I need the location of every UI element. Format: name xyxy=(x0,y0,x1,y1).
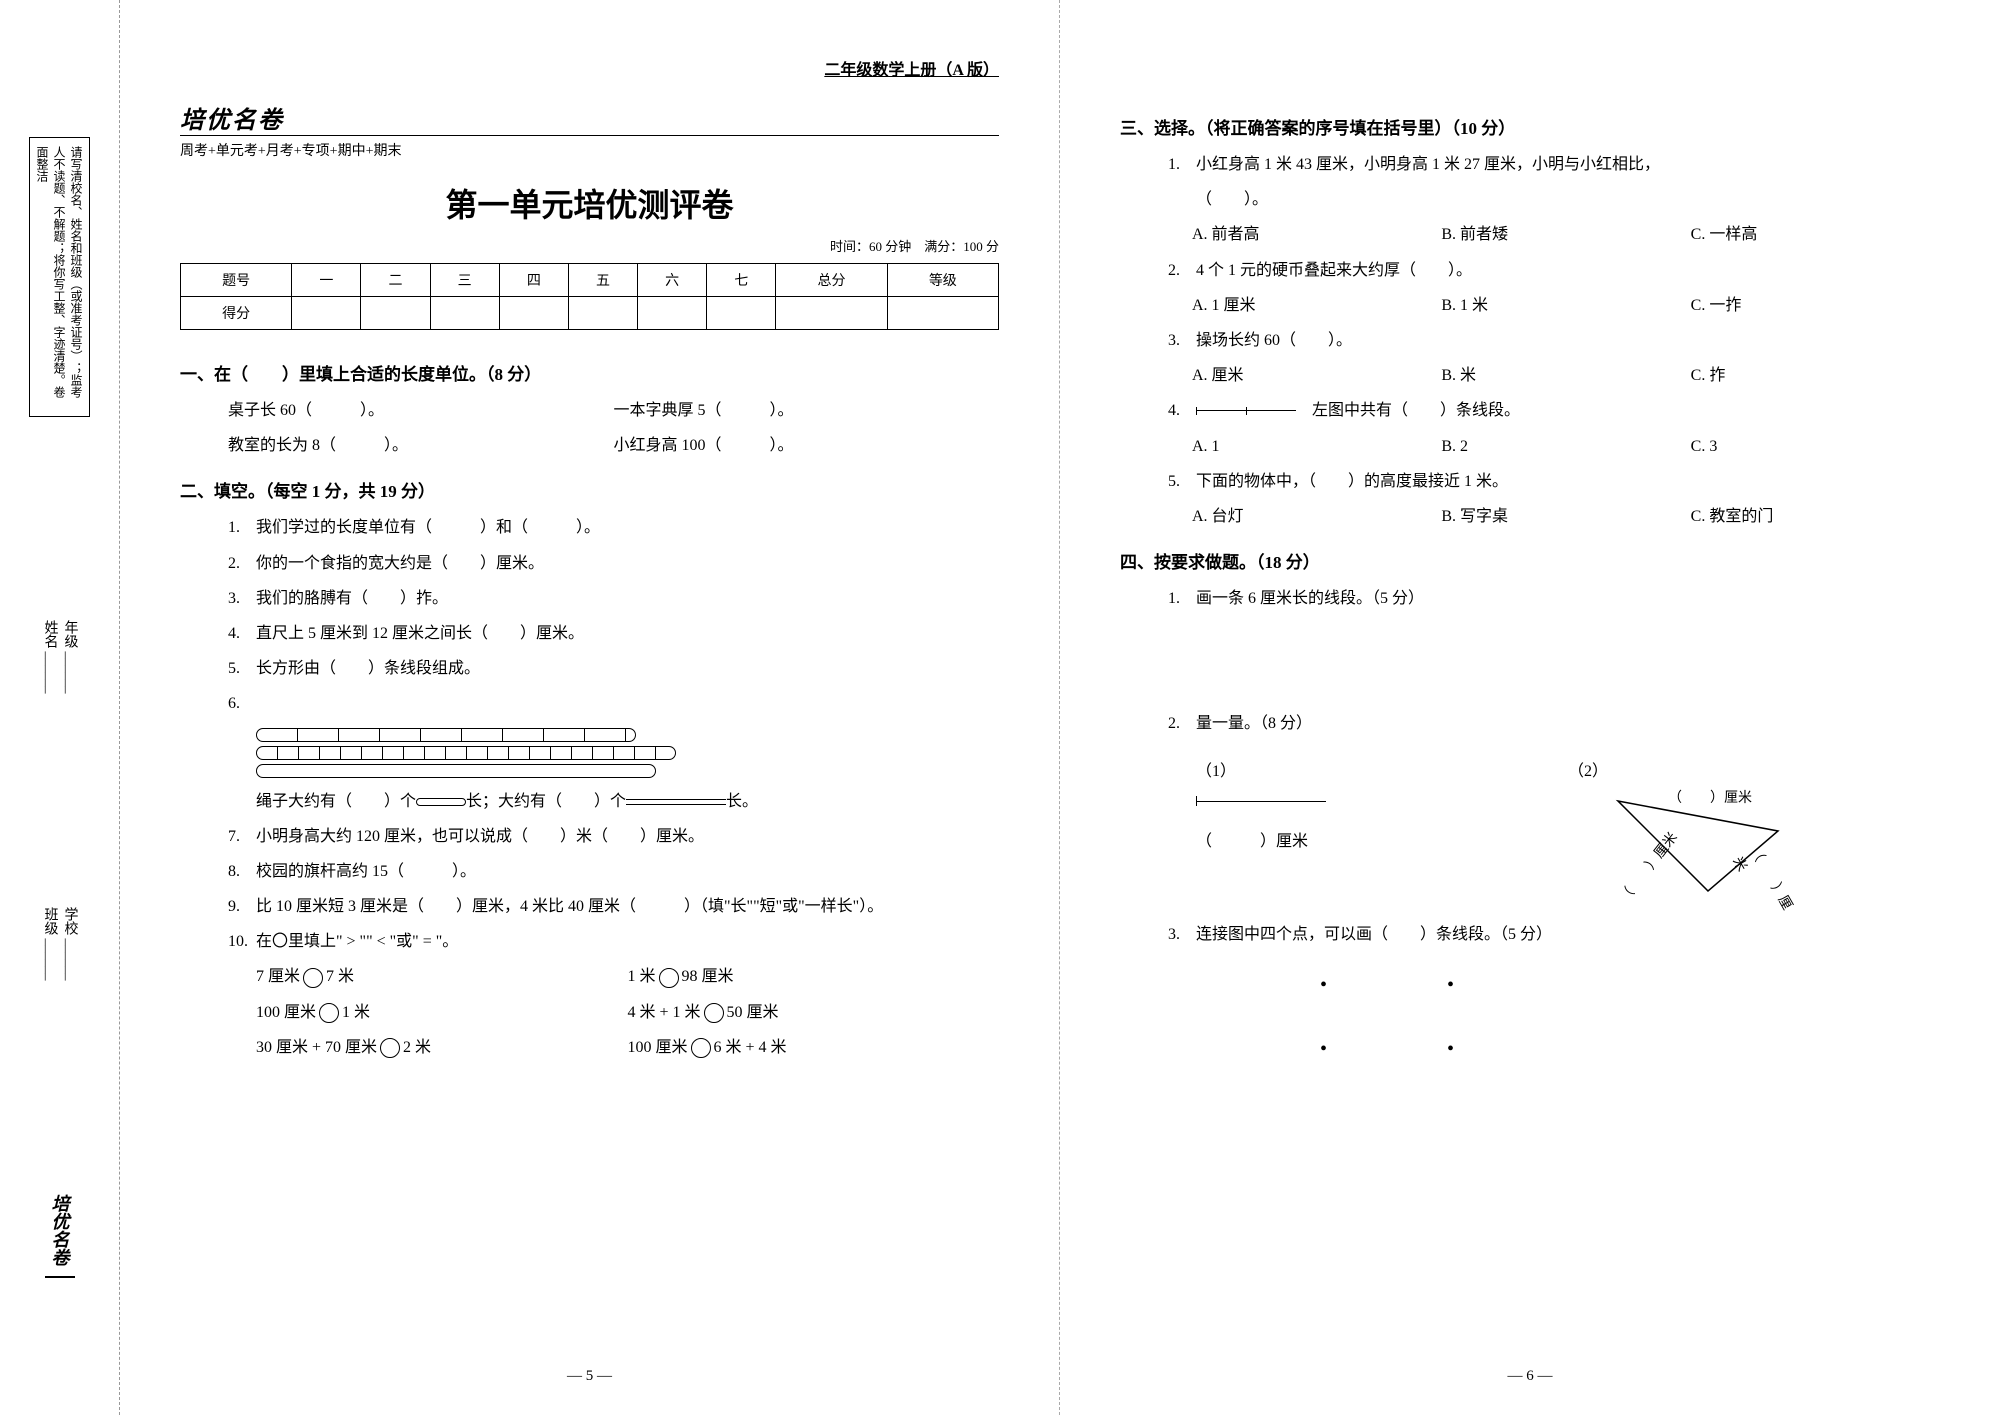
exam-notice-box: 请写清校名、姓名和班级（或准考证号）；监考人不读题、不解题；将你写工整、字迹清楚… xyxy=(29,137,90,417)
exam-title: 第一单元培优测评卷 xyxy=(180,180,999,226)
q3-1: 1.小红身高 1 米 43 厘米，小明身高 1 米 27 厘米，小明与小红相比， xyxy=(1120,147,1940,182)
section-3-title: 三、选择。（将正确答案的序号填在括号里）（10 分） xyxy=(1120,114,1940,139)
line-segment-figure xyxy=(1196,801,1326,802)
q2-5: 5.长方形由（ ）条线段组成。 xyxy=(180,651,999,686)
q2-3: 3.我们的胳膊有（ ）拃。 xyxy=(180,581,999,616)
measure-row: （1） （ ）厘米 （2） （ ）厘米 （ ）厘米 （ ）厘米 xyxy=(1120,757,1940,901)
side-logo: 培优名卷 xyxy=(45,1184,75,1278)
q3-2: 2.4 个 1 元的硬币叠起来大约厚（ ）。 xyxy=(1120,253,1940,288)
score-value-row: 得分 xyxy=(181,297,999,330)
header-logo: 培优名卷 xyxy=(180,108,284,134)
comp-row-3: 30 厘米 + 70 厘米2 米 100 厘米6 米 + 4 米 xyxy=(180,1030,999,1065)
section-2-title: 二、填空。（每空 1 分，共 19 分） xyxy=(180,477,999,502)
q2-4: 4.直尺上 5 厘米到 12 厘米之间长（ ）厘米。 xyxy=(180,616,999,651)
measure-1: （1） （ ）厘米 xyxy=(1196,757,1568,901)
q4-2: 2.量一量。（8 分） xyxy=(1120,706,1940,741)
q2-2: 2.你的一个食指的宽大约是（ ）厘米。 xyxy=(180,546,999,581)
score-table: 题号 一 二 三 四 五 六 七 总分 等级 得分 xyxy=(180,263,999,330)
q2-6-text: 绳子大约有（ ）个长；大约有（ ）个长。 xyxy=(180,784,999,819)
comp-row-1: 7 厘米7 米 1 米98 厘米 xyxy=(180,959,999,994)
section-4-title: 四、按要求做题。（18 分） xyxy=(1120,548,1940,573)
q2-7: 7.小明身高大约 120 厘米，也可以说成（ ）米（ ）厘米。 xyxy=(180,819,999,854)
q2-8: 8.校园的旗杆高约 15（ ）。 xyxy=(180,854,999,889)
page-6: 三、选择。（将正确答案的序号填在括号里）（10 分） 1.小红身高 1 米 43… xyxy=(1060,0,2000,1415)
four-dots-2: •• xyxy=(1120,1017,1940,1081)
q3-4: 4. 左图中共有（ ）条线段。 xyxy=(1120,393,1940,428)
page-5: 培优名卷 二年级数学上册（A 版） 周考+单元考+月考+专项+期中+期末 第一单… xyxy=(120,0,1060,1415)
page-number-6: — 6 — xyxy=(1508,1368,1553,1385)
page-number-5: — 5 — xyxy=(567,1368,612,1385)
q3-3-opts: A. 厘米B. 米C. 拃 xyxy=(1120,358,1940,393)
school-label: 学校 ______班级 ______ xyxy=(40,897,80,991)
q3-1-opts: A. 前者高B. 前者矮C. 一样高 xyxy=(1120,217,1940,252)
time-score: 时间：60 分钟 满分：100 分 xyxy=(180,236,999,255)
q2-9: 9.比 10 厘米短 3 厘米是（ ）厘米，4 米比 40 厘米（ ）（填"长"… xyxy=(180,889,999,924)
q2-1: 1.我们学过的长度单位有（ ）和（ ）。 xyxy=(180,510,999,545)
grade-label: 年级 ______姓名 ______ xyxy=(40,610,80,704)
q2-10-title: 10.在〇里填上" > "" < "或" = "。 xyxy=(180,924,999,959)
q4-1: 1.画一条 6 厘米长的线段。（5 分） xyxy=(1120,581,1940,616)
score-header-row: 题号 一 二 三 四 五 六 七 总分 等级 xyxy=(181,264,999,297)
binding-sidebar: 请写清校名、姓名和班级（或准考证号）；监考人不读题、不解题；将你写工整、字迹清楚… xyxy=(0,0,120,1415)
q4-3: 3.连接图中四个点，可以画（ ）条线段。（5 分） xyxy=(1120,917,1940,952)
sec1-row2: 教室的长为 8（ ）。小红身高 100（ ）。 xyxy=(180,428,999,463)
main-content: 培优名卷 二年级数学上册（A 版） 周考+单元考+月考+专项+期中+期末 第一单… xyxy=(120,0,2000,1415)
measure-2: （2） （ ）厘米 （ ）厘米 （ ）厘米 xyxy=(1568,757,1940,901)
q3-4-opts: A. 1B. 2C. 3 xyxy=(1120,429,1940,464)
header-subtitle: 周考+单元考+月考+专项+期中+期末 xyxy=(180,135,999,160)
q3-5-opts: A. 台灯B. 写字桌C. 教室的门 xyxy=(1120,499,1940,534)
comp-row-2: 100 厘米1 米 4 米 + 1 米50 厘米 xyxy=(180,995,999,1030)
q3-3: 3.操场长约 60（ ）。 xyxy=(1120,323,1940,358)
segment-figure xyxy=(1196,410,1296,411)
sec1-row1: 桌子长 60（ ）。一本字典厚 5（ ）。 xyxy=(180,393,999,428)
grade-book: 二年级数学上册（A 版） xyxy=(824,56,999,80)
ruler-diagram xyxy=(180,728,999,778)
q3-2-opts: A. 1 厘米B. 1 米C. 一拃 xyxy=(1120,288,1940,323)
four-dots: •• xyxy=(1120,953,1940,1017)
triangle-figure: （ ）厘米 （ ）厘米 （ ）厘米 xyxy=(1598,781,1798,901)
section-1-title: 一、在（ ）里填上合适的长度单位。（8 分） xyxy=(180,360,999,385)
q3-5: 5.下面的物体中，（ ）的高度最接近 1 米。 xyxy=(1120,464,1940,499)
q3-1b: （ ）。 xyxy=(1120,182,1940,217)
q2-6-num: 6. xyxy=(180,686,999,721)
